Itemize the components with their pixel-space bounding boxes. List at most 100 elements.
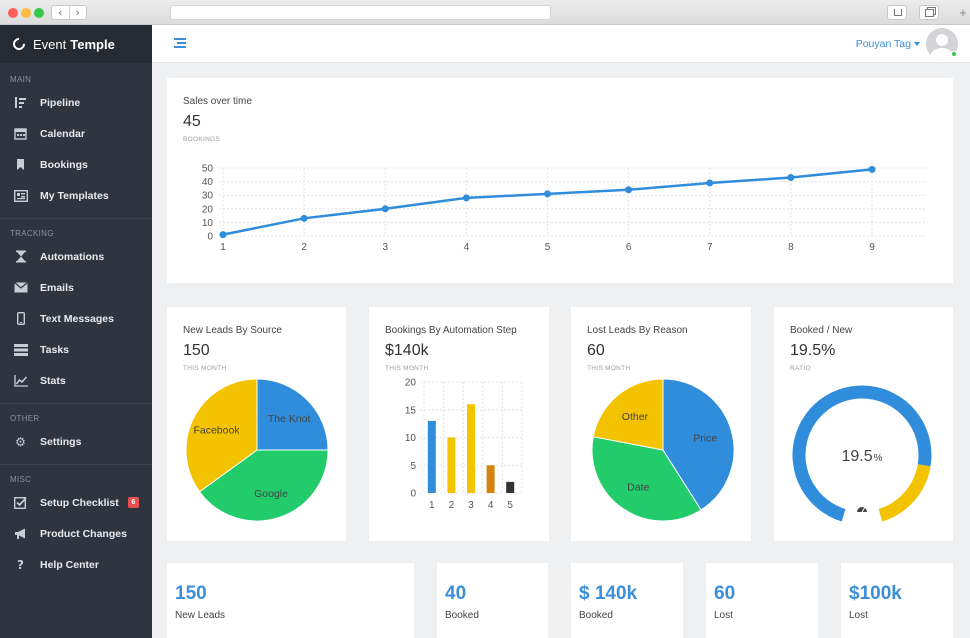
divider [0,218,152,219]
sidebar: Event Temple MAIN Pipeline Calendar Book… [0,25,152,638]
sidebar-section-other: OTHER [10,414,40,423]
bookmark-icon [13,158,28,171]
card-sub: BOOKINGS [183,136,221,143]
automation-bar-chart: 0 5 10 15 20 1 2 3 4 5 [405,378,523,511]
y-tick-label: 0 [410,489,416,500]
sidebar-item-setup-checklist[interactable]: Setup Checklist 6 [0,487,152,518]
stat-value: $ 140k [579,583,638,604]
sidebar-item-product-changes[interactable]: Product Changes [0,518,152,549]
y-tick-label: 5 [410,461,416,472]
pie-label: The Knot [268,413,311,425]
checklist-count-badge: 6 [127,497,139,508]
lost-leads-by-reason-card: Lost Leads By Reason 60 THIS MONTH Price… [571,307,751,541]
card-value: 45 [183,113,201,130]
sidebar-item-label: Tasks [40,343,69,356]
data-point [219,231,227,239]
stat-card-booked-revenue: $ 140k Booked [571,563,683,638]
pie-slice [256,378,329,451]
megaphone-icon [13,527,28,540]
x-tick-label: 8 [788,242,794,253]
x-tick-label: 5 [507,500,513,511]
brand-name-bold: Temple [70,36,115,52]
x-tick-label: 3 [468,500,474,511]
card-sub: THIS MONTH [183,365,227,372]
card-sub: THIS MONTH [587,365,631,372]
card-value: 150 [183,342,210,359]
sidebar-item-calendar[interactable]: Calendar [0,118,152,149]
stat-card-lost-revenue: $100k Lost [841,563,953,638]
stat-value: 60 [714,583,736,604]
data-point [300,214,308,222]
gauge-track [792,385,932,522]
sidebar-item-automations[interactable]: Automations [0,241,152,272]
maximize-window-button[interactable] [34,8,44,18]
y-tick-label: 15 [405,405,417,416]
new-tab-icon[interactable]: + [959,5,967,20]
close-window-button[interactable] [8,8,18,18]
stat-value: $100k [849,583,902,604]
sales-line-chart: 0 10 20 30 40 50 1 2 3 4 5 6 7 8 9 [202,164,927,253]
browser-chrome: ‹ › + [0,0,970,25]
sidebar-item-label: Product Changes [40,527,127,540]
stat-value: 150 [175,583,207,604]
forward-icon[interactable]: › [75,6,80,19]
data-point [706,179,714,187]
stat-card-booked: 40 Booked [437,563,548,638]
y-tick-label: 50 [202,164,214,175]
user-menu[interactable]: Pouyan Tag [856,38,920,50]
tabs-icon[interactable] [919,5,939,20]
card-sub: THIS MONTH [385,365,429,372]
sidebar-item-my-templates[interactable]: My Templates [0,180,152,211]
pie-label: Date [627,481,649,493]
stat-label: Booked [579,610,613,621]
dashboard-content: Sales over time 45 BOOKINGS 0 10 20 30 40 50 1… [152,63,970,638]
user-name: Pouyan Tag [855,38,911,50]
bar [427,420,436,493]
sidebar-item-settings[interactable]: ⚙ Settings [0,426,152,457]
leads-pie-chart: The Knot Google Facebook [185,378,329,522]
y-tick-label: 20 [202,204,214,215]
sidebar-item-stats[interactable]: Stats [0,365,152,396]
menu-toggle-icon[interactable] [174,38,186,48]
bar [467,404,475,493]
new-leads-by-source-card: New Leads By Source 150 THIS MONTH The K… [167,307,346,541]
ratio-gauge: 19.5% [792,385,932,522]
share-icon[interactable] [887,5,907,20]
back-icon[interactable]: ‹ [52,6,70,19]
gears-icon: ⚙ [15,434,26,449]
sidebar-item-label: Pipeline [40,96,81,109]
stat-label: New Leads [175,610,226,621]
data-point [381,205,389,213]
brand-logo-icon [10,35,28,53]
card-value: 60 [587,342,605,359]
sidebar-item-label: Help Center [40,558,99,571]
sidebar-item-tasks[interactable]: Tasks [0,334,152,365]
brand[interactable]: Event Temple [0,25,152,63]
x-tick-label: 2 [301,242,307,253]
minimize-window-button[interactable] [21,8,31,18]
data-point [868,165,876,173]
sidebar-item-help-center[interactable]: ? Help Center [0,549,152,580]
sidebar-item-pipeline[interactable]: Pipeline [0,87,152,118]
sidebar-item-emails[interactable]: Emails [0,272,152,303]
y-tick-label: 10 [405,433,417,444]
sidebar-item-label: Settings [40,435,82,448]
sidebar-section-tracking: TRACKING [10,229,54,238]
y-tick-label: 40 [202,177,214,188]
pipeline-icon [13,96,28,109]
pie-slice [185,378,258,493]
sidebar-item-text-messages[interactable]: Text Messages [0,303,152,334]
address-bar[interactable] [170,5,551,20]
sidebar-item-bookings[interactable]: Bookings [0,149,152,180]
stat-value: 40 [445,583,467,604]
x-tick-label: 1 [429,500,435,511]
sidebar-item-label: Bookings [40,158,88,171]
stat-label: Booked [445,610,479,621]
pie-label: Price [693,433,717,445]
data-point [544,190,551,198]
sidebar-item-label: My Templates [40,189,109,202]
bar [447,437,456,493]
sales-over-time-card: Sales over time 45 BOOKINGS 0 10 20 30 40 50 1… [167,78,953,283]
mobile-icon [13,312,28,325]
y-tick-label: 30 [202,191,214,202]
